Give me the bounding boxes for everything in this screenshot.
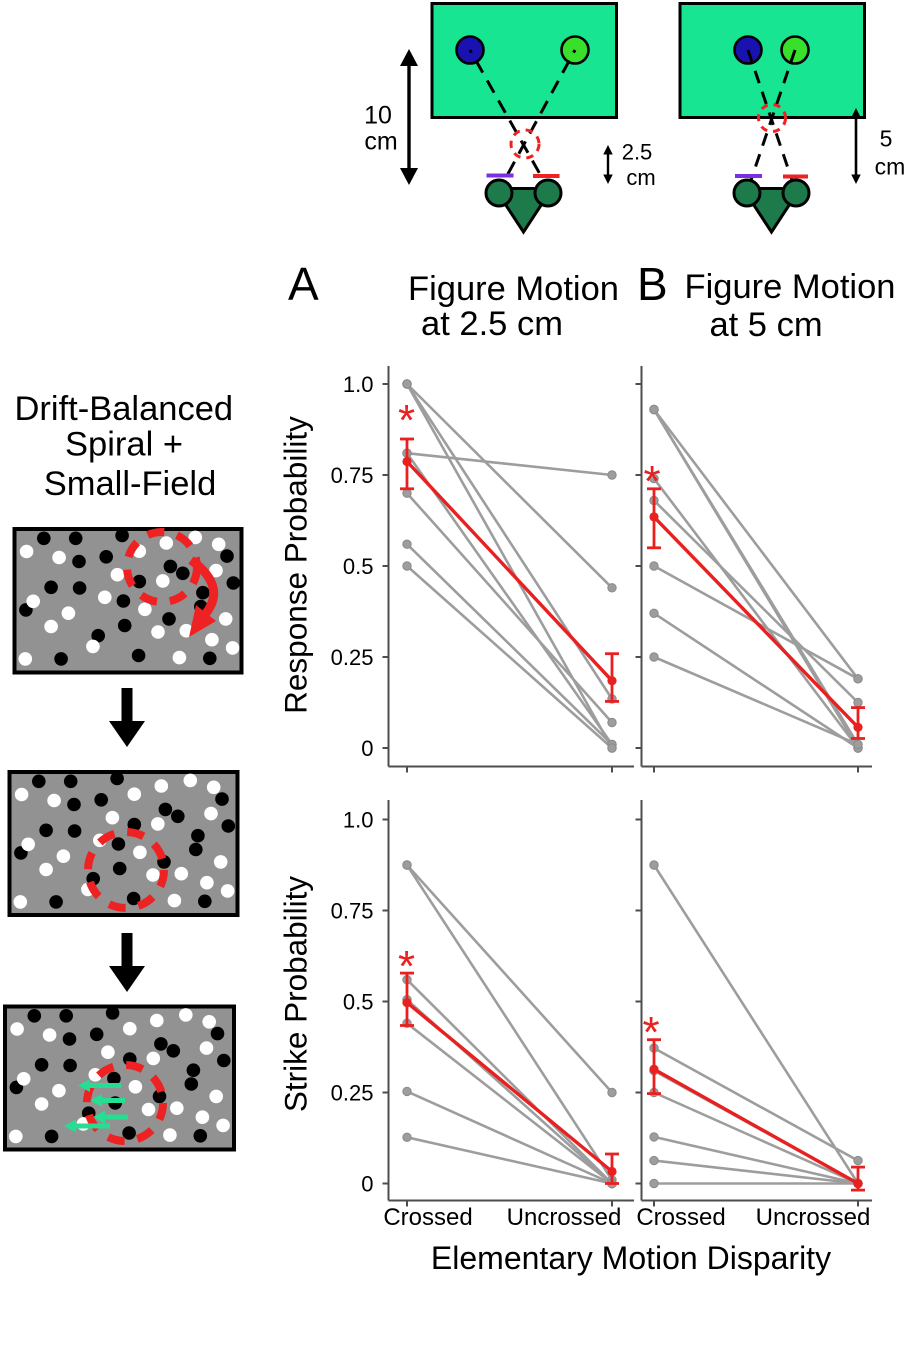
svg-text:cm: cm (626, 165, 655, 190)
svg-text:0.5: 0.5 (343, 554, 374, 579)
svg-text:Spiral +: Spiral + (65, 426, 183, 464)
svg-text:at 5 cm: at 5 cm (709, 306, 822, 344)
svg-text:Small-Field: Small-Field (44, 465, 217, 503)
svg-text:cm: cm (364, 128, 397, 156)
svg-text:Uncrossed: Uncrossed (756, 1204, 871, 1231)
svg-text:Strike Probability: Strike Probability (278, 876, 314, 1113)
svg-text:Drift-Balanced: Drift-Balanced (15, 390, 234, 428)
svg-text:Figure Motion: Figure Motion (685, 268, 896, 306)
svg-text:Response Probability: Response Probability (278, 416, 314, 714)
svg-text:10: 10 (364, 102, 392, 130)
svg-text:*: * (398, 942, 415, 991)
svg-text:Uncrossed: Uncrossed (507, 1204, 622, 1231)
svg-text:0.75: 0.75 (331, 463, 374, 488)
svg-text:*: * (398, 396, 415, 445)
svg-text:1.0: 1.0 (343, 807, 374, 832)
svg-text:2.5: 2.5 (622, 140, 653, 165)
svg-text:0.75: 0.75 (331, 898, 374, 923)
svg-text:*: * (642, 1008, 659, 1057)
svg-text:0.25: 0.25 (331, 1080, 374, 1105)
svg-text:1.0: 1.0 (343, 372, 374, 397)
svg-text:5: 5 (880, 126, 893, 152)
svg-text:0: 0 (361, 736, 373, 761)
svg-text:B: B (637, 258, 668, 310)
svg-text:Crossed: Crossed (383, 1204, 472, 1231)
svg-text:0.25: 0.25 (331, 645, 374, 670)
svg-text:at 2.5 cm: at 2.5 cm (421, 305, 563, 343)
svg-text:Elementary Motion Disparity: Elementary Motion Disparity (431, 1240, 831, 1276)
svg-text:0: 0 (361, 1171, 373, 1196)
svg-text:Figure Motion: Figure Motion (408, 270, 619, 308)
svg-text:A: A (288, 258, 319, 310)
svg-text:0.5: 0.5 (343, 989, 374, 1014)
svg-text:*: * (643, 457, 660, 506)
svg-text:cm: cm (875, 154, 905, 180)
svg-text:Crossed: Crossed (636, 1204, 725, 1231)
